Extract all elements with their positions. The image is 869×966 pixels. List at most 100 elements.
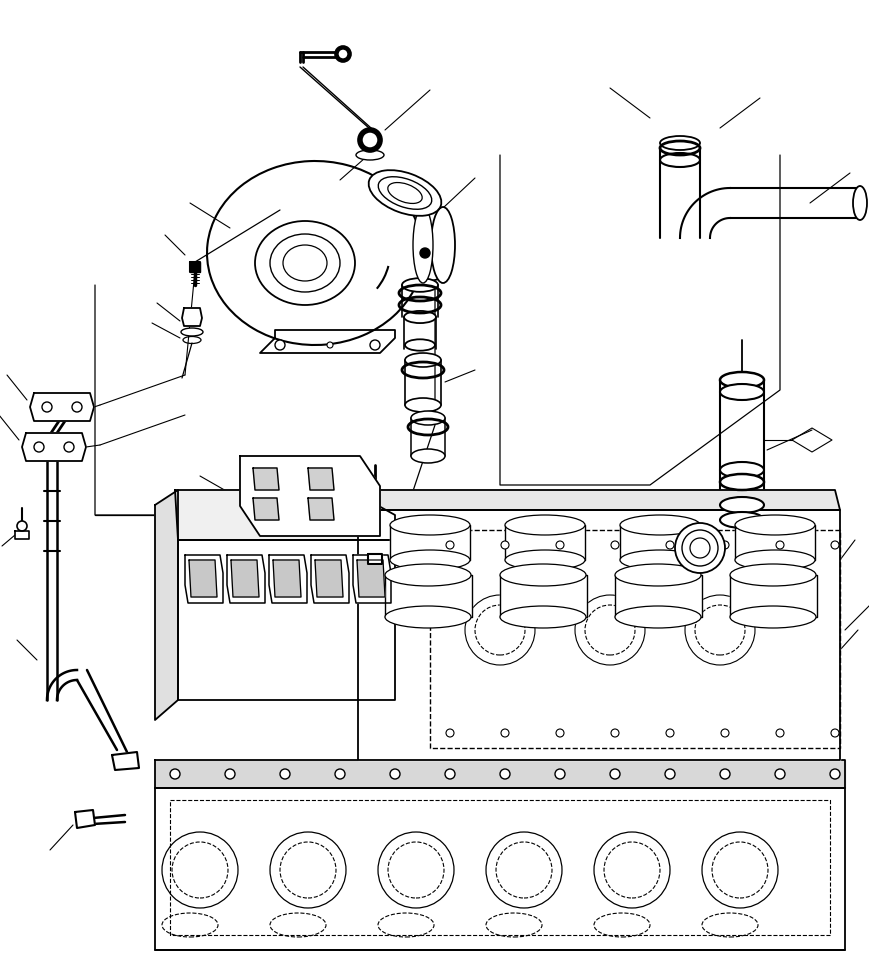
Ellipse shape bbox=[410, 411, 444, 425]
Polygon shape bbox=[500, 575, 587, 617]
Circle shape bbox=[42, 402, 52, 412]
Circle shape bbox=[720, 541, 728, 549]
Circle shape bbox=[555, 729, 563, 737]
Ellipse shape bbox=[620, 515, 700, 535]
Ellipse shape bbox=[500, 606, 586, 628]
Ellipse shape bbox=[389, 515, 469, 535]
Circle shape bbox=[830, 729, 838, 737]
Circle shape bbox=[275, 340, 285, 350]
Ellipse shape bbox=[403, 311, 435, 323]
Circle shape bbox=[17, 521, 27, 531]
Circle shape bbox=[72, 402, 82, 412]
Ellipse shape bbox=[660, 136, 700, 150]
Polygon shape bbox=[185, 555, 222, 603]
Polygon shape bbox=[422, 208, 442, 283]
Ellipse shape bbox=[734, 550, 814, 570]
Ellipse shape bbox=[500, 564, 586, 586]
Ellipse shape bbox=[430, 207, 454, 283]
Polygon shape bbox=[308, 468, 334, 490]
Ellipse shape bbox=[720, 384, 763, 400]
Ellipse shape bbox=[504, 550, 584, 570]
Ellipse shape bbox=[720, 372, 763, 388]
Polygon shape bbox=[368, 554, 381, 564]
Circle shape bbox=[357, 128, 381, 152]
Polygon shape bbox=[356, 560, 385, 597]
Polygon shape bbox=[260, 330, 395, 353]
Circle shape bbox=[446, 729, 454, 737]
Circle shape bbox=[775, 541, 783, 549]
Circle shape bbox=[446, 541, 454, 549]
Circle shape bbox=[389, 769, 400, 779]
Circle shape bbox=[774, 769, 784, 779]
Circle shape bbox=[829, 769, 839, 779]
Polygon shape bbox=[175, 490, 395, 540]
Ellipse shape bbox=[504, 515, 584, 535]
Circle shape bbox=[500, 769, 509, 779]
Circle shape bbox=[169, 769, 180, 779]
Ellipse shape bbox=[385, 606, 470, 628]
Circle shape bbox=[420, 248, 429, 258]
Ellipse shape bbox=[720, 474, 763, 490]
Ellipse shape bbox=[405, 339, 434, 351]
Circle shape bbox=[280, 769, 289, 779]
Ellipse shape bbox=[620, 550, 700, 570]
Polygon shape bbox=[178, 540, 395, 700]
Polygon shape bbox=[155, 788, 844, 950]
Polygon shape bbox=[357, 510, 839, 760]
Circle shape bbox=[554, 769, 564, 779]
Polygon shape bbox=[227, 555, 265, 603]
Polygon shape bbox=[729, 575, 816, 617]
Polygon shape bbox=[269, 555, 307, 603]
Circle shape bbox=[610, 729, 618, 737]
Polygon shape bbox=[353, 555, 390, 603]
Polygon shape bbox=[308, 498, 334, 520]
Ellipse shape bbox=[368, 170, 441, 215]
Polygon shape bbox=[112, 752, 139, 770]
Circle shape bbox=[335, 769, 345, 779]
Circle shape bbox=[501, 729, 508, 737]
Polygon shape bbox=[389, 525, 469, 560]
Polygon shape bbox=[504, 525, 584, 560]
Ellipse shape bbox=[734, 515, 814, 535]
Polygon shape bbox=[273, 560, 301, 597]
Polygon shape bbox=[253, 498, 279, 520]
Ellipse shape bbox=[729, 564, 815, 586]
Ellipse shape bbox=[614, 606, 700, 628]
Circle shape bbox=[501, 541, 508, 549]
Ellipse shape bbox=[720, 497, 763, 513]
Ellipse shape bbox=[720, 512, 763, 528]
Polygon shape bbox=[620, 525, 700, 560]
Polygon shape bbox=[231, 560, 259, 597]
Polygon shape bbox=[253, 468, 279, 490]
Polygon shape bbox=[355, 490, 839, 510]
Ellipse shape bbox=[378, 177, 431, 210]
Circle shape bbox=[666, 541, 673, 549]
Ellipse shape bbox=[413, 207, 433, 283]
Circle shape bbox=[830, 541, 838, 549]
Ellipse shape bbox=[355, 150, 383, 160]
Polygon shape bbox=[75, 810, 95, 828]
Circle shape bbox=[338, 49, 348, 59]
Ellipse shape bbox=[401, 278, 437, 292]
Ellipse shape bbox=[720, 462, 763, 478]
Circle shape bbox=[720, 729, 728, 737]
Ellipse shape bbox=[410, 449, 444, 463]
Circle shape bbox=[369, 340, 380, 350]
Circle shape bbox=[362, 132, 377, 148]
Polygon shape bbox=[315, 560, 342, 597]
Circle shape bbox=[666, 729, 673, 737]
Ellipse shape bbox=[405, 353, 441, 367]
Circle shape bbox=[689, 538, 709, 558]
Ellipse shape bbox=[181, 328, 202, 336]
Polygon shape bbox=[155, 490, 178, 720]
Polygon shape bbox=[182, 308, 202, 326]
Circle shape bbox=[555, 541, 563, 549]
Circle shape bbox=[34, 442, 44, 452]
Circle shape bbox=[720, 769, 729, 779]
Polygon shape bbox=[30, 393, 94, 421]
Ellipse shape bbox=[269, 234, 340, 292]
Ellipse shape bbox=[405, 398, 441, 412]
Circle shape bbox=[610, 541, 618, 549]
Circle shape bbox=[664, 769, 674, 779]
Polygon shape bbox=[155, 760, 844, 788]
